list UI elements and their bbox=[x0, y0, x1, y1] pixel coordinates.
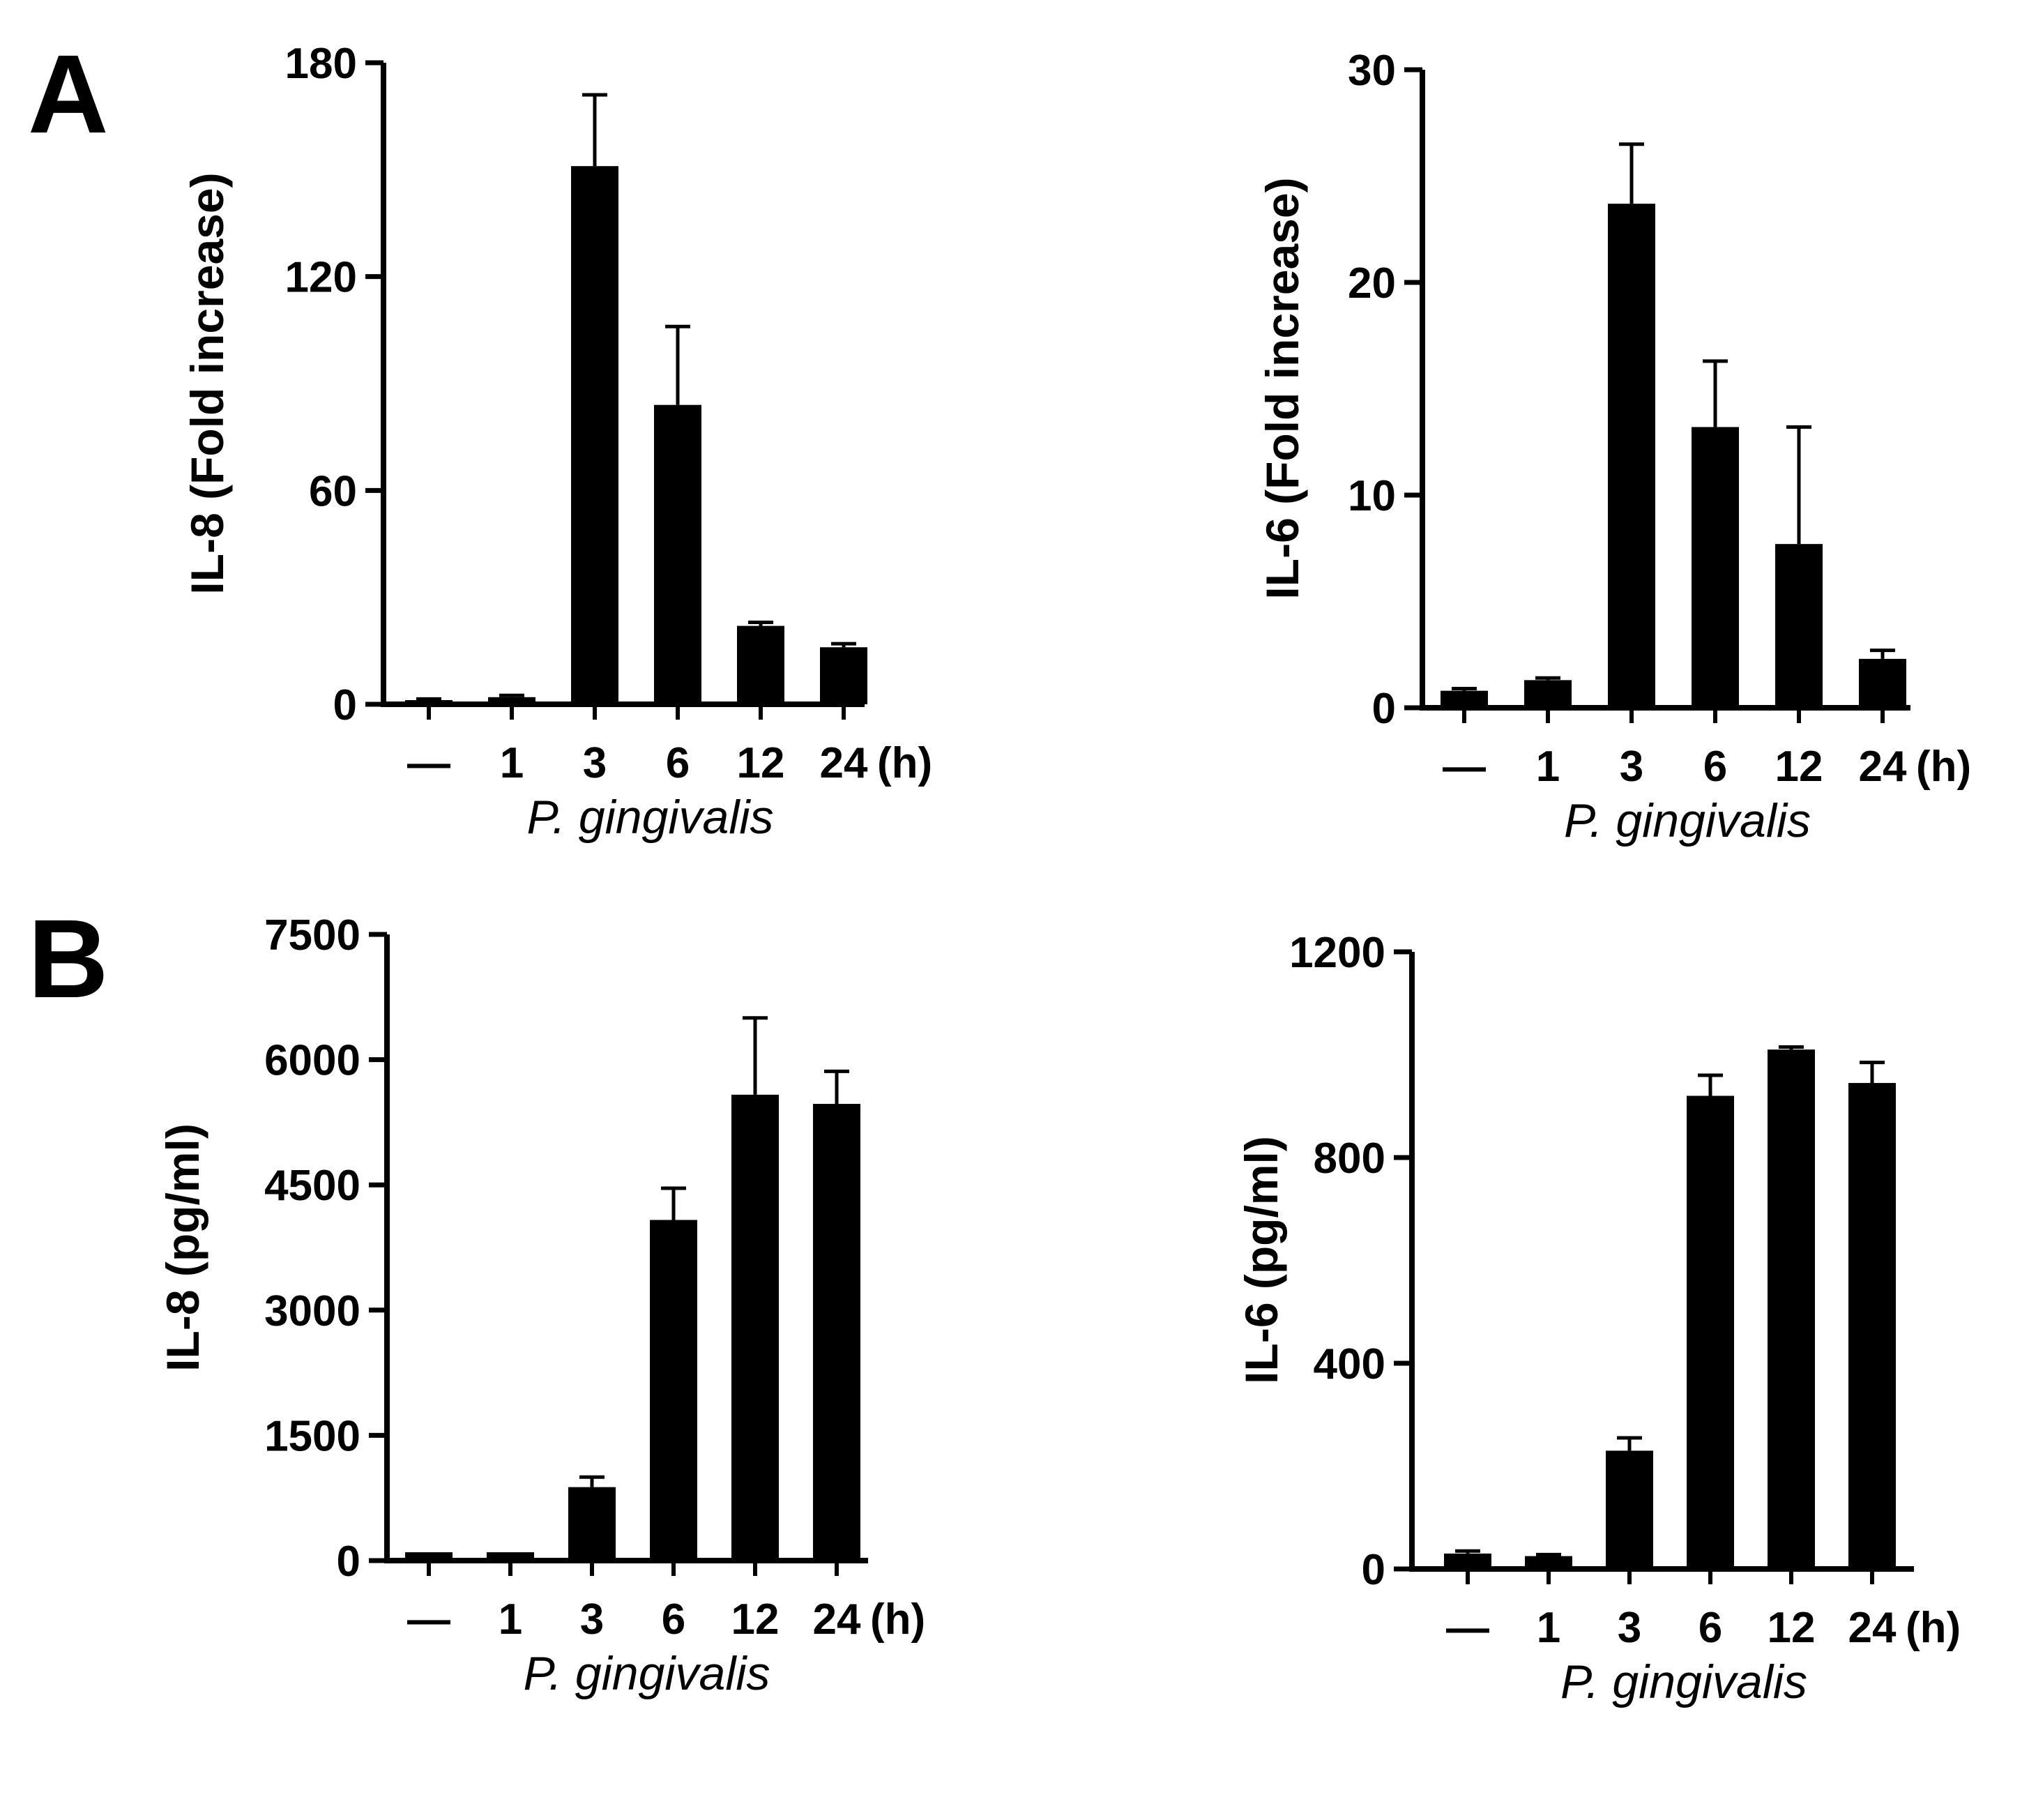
c1-y-tick-label: 20 bbox=[1348, 259, 1396, 308]
c1-x-tick-label: 6 bbox=[1703, 743, 1727, 791]
c3-x-axis-title: P. gingivalis bbox=[1560, 1655, 1807, 1708]
c0-x-tick-label: — bbox=[407, 739, 450, 787]
c0-bar bbox=[737, 625, 784, 704]
c2-bar bbox=[405, 1552, 453, 1561]
c3-x-unit-label: (h) bbox=[1906, 1604, 1961, 1652]
c1-bar bbox=[1608, 204, 1655, 708]
c2-y-axis-title: IL-8 (pg/ml) bbox=[157, 1123, 208, 1372]
c3-bar bbox=[1444, 1553, 1491, 1569]
c2-y-tick-label: 3000 bbox=[264, 1287, 360, 1335]
c2-y-tick-label: 1500 bbox=[264, 1412, 360, 1460]
c0-x-tick-label: 24 bbox=[820, 739, 868, 787]
c0-bar bbox=[654, 404, 701, 704]
c2-x-tick-label: — bbox=[407, 1595, 450, 1644]
c1-bar bbox=[1692, 427, 1739, 708]
c0-bar bbox=[405, 700, 453, 704]
chart-il8-fold: 0 60 120 180 — 1 3 6 12 24 (h) P. gingivalis IL-8 (F… bbox=[181, 40, 932, 844]
c3-y-tick-label: 800 bbox=[1314, 1135, 1385, 1183]
c0-y-tick-label: 0 bbox=[333, 681, 357, 729]
chart-il8-pgml: 0 1500 3000 4500 6000 7500 — 1 3 6 12 24 (h) P. gingi… bbox=[157, 911, 925, 1700]
c3-x-tick-label: 12 bbox=[1768, 1604, 1816, 1652]
c1-bar bbox=[1524, 680, 1572, 708]
c1-bar bbox=[1859, 658, 1906, 708]
c3-y-axis-title: IL-6 (pg/ml) bbox=[1236, 1136, 1287, 1384]
c0-x-tick-label: 1 bbox=[500, 739, 524, 787]
c1-x-tick-label: 3 bbox=[1620, 743, 1643, 791]
panel-letter-a: A bbox=[28, 31, 109, 156]
c3-y-tick-label: 1200 bbox=[1289, 929, 1385, 977]
c0-y-tick-label: 120 bbox=[285, 254, 357, 302]
c2-bar bbox=[650, 1220, 697, 1561]
c0-bar bbox=[571, 166, 618, 704]
c3-x-tick-label: — bbox=[1446, 1604, 1489, 1652]
c0-y-axis-title: IL-8 (Fold increase) bbox=[181, 172, 233, 594]
panel-letter-b: B bbox=[28, 896, 109, 1021]
c3-bar bbox=[1768, 1049, 1815, 1569]
c3-x-tick-label: 6 bbox=[1699, 1604, 1722, 1652]
c3-x-tick-label: 24 bbox=[1848, 1604, 1897, 1652]
c3-x-tick-label: 1 bbox=[1537, 1604, 1560, 1652]
c2-bar bbox=[487, 1552, 534, 1561]
chart-il6-pgml: 0 400 800 1200 — 1 3 6 12 24 (h) P. gingivalis IL-6 … bbox=[1236, 929, 1961, 1708]
c0-y-tick-label: 60 bbox=[309, 467, 357, 515]
c2-x-tick-label: 24 bbox=[813, 1595, 861, 1644]
c2-bar bbox=[568, 1487, 616, 1561]
c1-y-tick-label: 30 bbox=[1348, 47, 1396, 95]
c3-bar bbox=[1687, 1095, 1734, 1569]
c0-x-tick-label: 3 bbox=[583, 739, 607, 787]
c2-y-tick-label: 7500 bbox=[264, 911, 360, 960]
c0-x-unit-label: (h) bbox=[877, 739, 932, 787]
c1-x-tick-label: 24 bbox=[1859, 743, 1907, 791]
c2-y-tick-label: 6000 bbox=[264, 1037, 360, 1085]
c1-x-axis-title: P. gingivalis bbox=[1564, 794, 1811, 847]
c1-bar bbox=[1775, 544, 1823, 708]
c3-bar bbox=[1525, 1556, 1572, 1569]
c2-x-tick-label: 1 bbox=[499, 1595, 522, 1644]
c0-x-axis-title: P. gingivalis bbox=[526, 791, 773, 844]
c3-x-tick-label: 3 bbox=[1618, 1604, 1641, 1652]
c0-x-tick-label: 6 bbox=[666, 739, 690, 787]
c3-bar bbox=[1848, 1083, 1896, 1569]
c1-x-tick-label: 1 bbox=[1536, 743, 1560, 791]
c2-bar bbox=[731, 1094, 779, 1561]
c1-bar bbox=[1441, 690, 1488, 708]
c2-x-tick-label: 6 bbox=[662, 1595, 685, 1644]
c1-y-tick-label: 0 bbox=[1372, 685, 1396, 733]
c2-y-tick-label: 4500 bbox=[264, 1162, 360, 1210]
c2-bar bbox=[813, 1104, 860, 1561]
c1-x-unit-label: (h) bbox=[1916, 743, 1971, 791]
c1-y-tick-label: 10 bbox=[1348, 472, 1396, 520]
c1-x-tick-label: 12 bbox=[1775, 743, 1823, 791]
c2-y-tick-label: 0 bbox=[337, 1538, 360, 1586]
c1-x-tick-label: — bbox=[1443, 743, 1486, 791]
c2-x-tick-label: 3 bbox=[580, 1595, 604, 1644]
c2-x-tick-label: 12 bbox=[731, 1595, 780, 1644]
c3-bar bbox=[1606, 1450, 1653, 1569]
c1-y-axis-title: IL-6 (Fold increase) bbox=[1256, 177, 1308, 599]
c2-x-axis-title: P. gingivalis bbox=[523, 1647, 770, 1700]
c0-x-tick-label: 12 bbox=[737, 739, 785, 787]
c0-y-tick-label: 180 bbox=[285, 40, 357, 88]
c0-bar bbox=[820, 647, 867, 704]
c3-y-tick-label: 400 bbox=[1314, 1340, 1385, 1388]
c0-bar bbox=[488, 697, 535, 704]
c3-y-tick-label: 0 bbox=[1362, 1546, 1385, 1594]
chart-il6-fold: 0 10 20 30 — 1 3 6 12 24 (h) P. gingivalis IL-6 (Fol… bbox=[1256, 47, 1971, 847]
c2-x-unit-label: (h) bbox=[870, 1595, 925, 1644]
